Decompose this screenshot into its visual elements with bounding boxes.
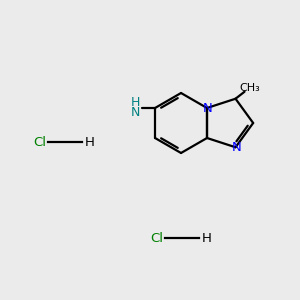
Text: H: H <box>130 97 140 110</box>
Text: N: N <box>203 101 213 115</box>
Text: Cl: Cl <box>34 136 46 148</box>
Text: H: H <box>202 232 212 244</box>
Text: N: N <box>232 141 242 154</box>
Text: Cl: Cl <box>151 232 164 244</box>
Text: H: H <box>85 136 95 148</box>
Text: CH₃: CH₃ <box>239 83 260 93</box>
Text: N: N <box>130 106 140 119</box>
